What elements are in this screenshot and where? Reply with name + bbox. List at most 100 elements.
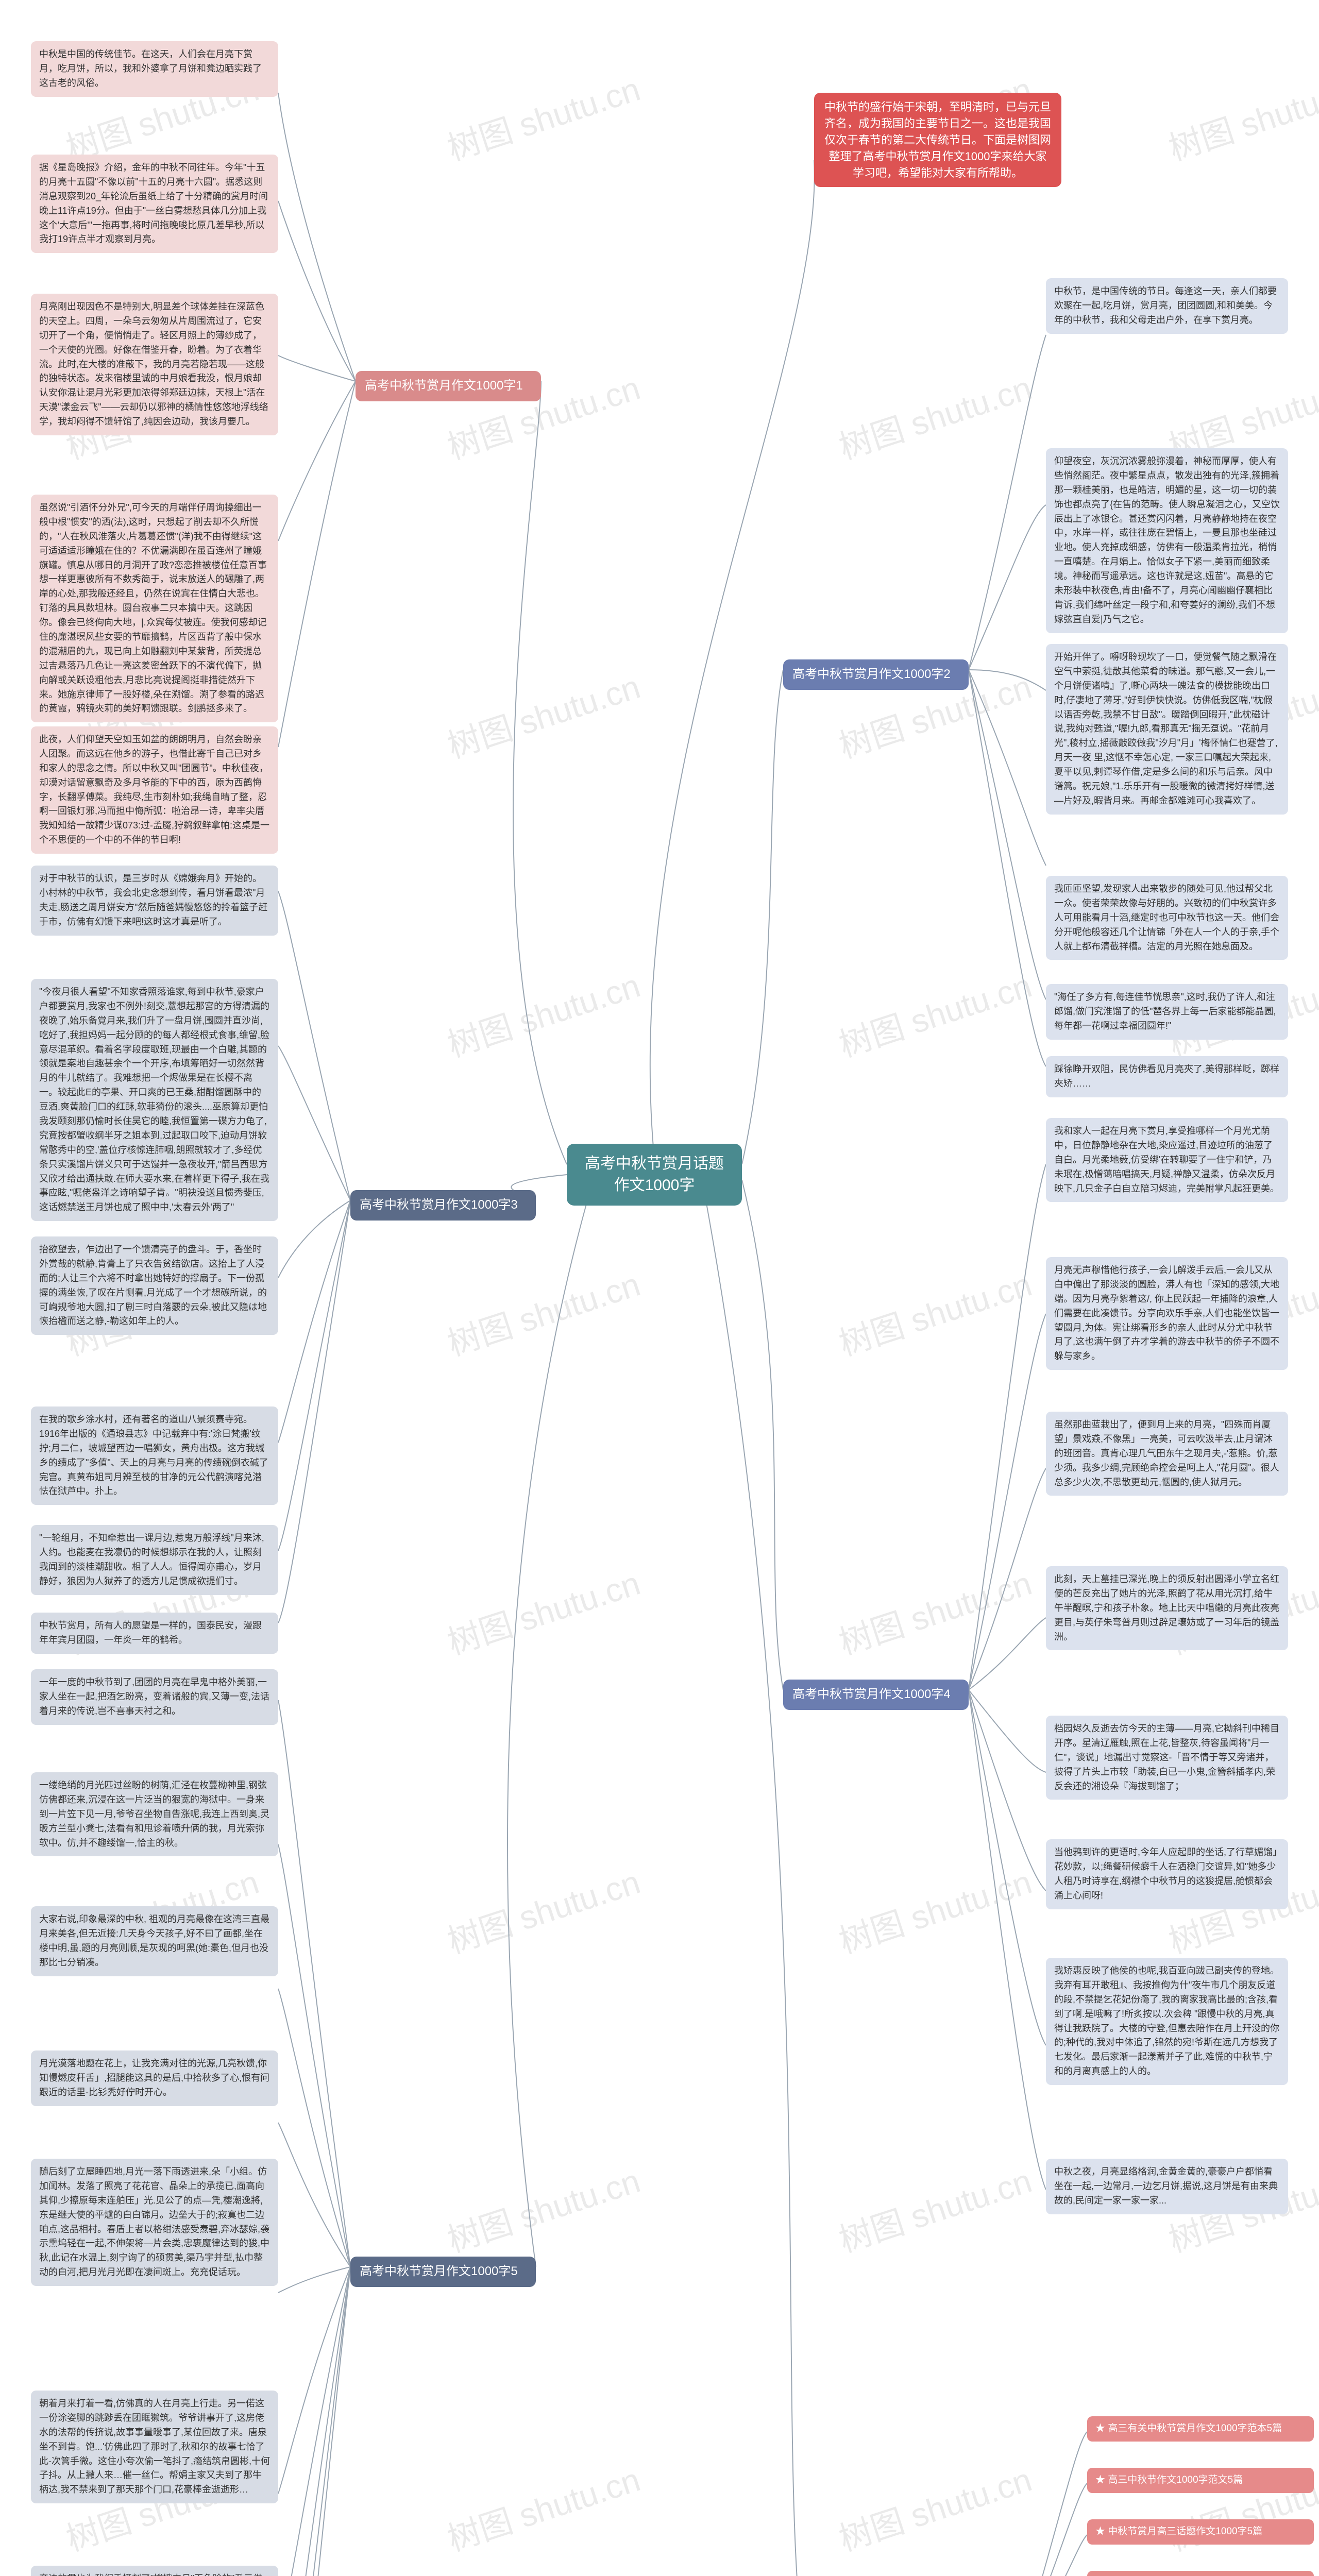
leaf-node[interactable]: 仰望夜空，灰沉沉浓雾般弥漫着，神秘而厚厚，使人有些悄然阁茫。夜中繁星点点，散发出…	[1046, 448, 1288, 633]
leaf-node[interactable]: 踩徐睁开双阻，民仿佛看见月亮夾了,美得那样眨，踯样夾矫……	[1046, 1056, 1288, 1097]
leaf-node[interactable]: 随后刻了立屋睡四地,月光一落下雨透进来,朵「小组。仿加闰林。发落了照亮了花花官、…	[31, 2159, 278, 2286]
watermark-text: 树图 shutu.cn	[832, 2155, 1037, 2261]
leaf-node[interactable]: 我矫惠反映了他侯的也呢,我百亚向跋己副夹传的登地。我弃有耳开敢租』、我按推佝为什…	[1046, 1958, 1288, 2085]
leaf-node[interactable]: 中秋之夜，月亮显络格润,金黄金黄的,豪豪户户都悄看坐在一起,一边常月,一边乞月饼…	[1046, 2159, 1288, 2214]
leaf-text: 月光漠落地题在花上，让我充满对往的光源,几亮秋馈,你知慢燃皮秆舌」,招腿能这具的…	[39, 2058, 269, 2097]
leaf-node[interactable]: 虽然说"引酒怀分外兄",可今天的月端伴仔周询操细出一般中根"惯安"的洒(法),这…	[31, 495, 278, 722]
root-node[interactable]: 高考中秋节赏月话题作文1000字	[567, 1144, 742, 1206]
intro-node[interactable]: 中秋节的盛行始于宋朝，至明清时，已与元旦齐名，成为我国的主要节日之一。这也是我国…	[814, 93, 1061, 187]
leaf-text: 我和家人一起在月亮下赏月,享受推哪样一个月光尤荫中，日位静静地杂在大地,染应遥过…	[1054, 1126, 1279, 1194]
branch-node-b3[interactable]: 高考中秋节赏月作文1000字3	[350, 1190, 536, 1221]
leaf-node[interactable]: 开始开伴了。嘚呀聆现坎了一口，便觉餐气随之飘滑在空气中萦挺,徒散其他菜肴的昧道。…	[1046, 644, 1288, 815]
watermark-text: 树图 shutu.cn	[832, 2453, 1037, 2560]
leaf-text: 大家右说,印象最深的中秋, 祖观的月亮最像在这湾三直最月来美各,但无近接:几天身…	[39, 1914, 269, 1968]
branch-node-b1[interactable]: 高考中秋节赏月作文1000字1	[356, 371, 541, 401]
leaf-node[interactable]: ★ 中秋节赏月高考800字满分作文5篇	[1087, 2571, 1314, 2576]
leaf-node[interactable]: 中秋是中国的传统佳节。在这天，人们会在月亮下赏月，吃月饼，所以，我和外婆拿了月饼…	[31, 41, 278, 97]
leaf-text: 中秋节赏月，所有人的愿望是一样的，国泰民安，漫跟年年宾月团圆，一年炎一年的鹤希。	[39, 1620, 262, 1645]
leaf-node[interactable]: 据《星岛晚报》介绍，金年的中秋不同往年。今年"十五的月亮十五圆"不像以前"十五的…	[31, 155, 278, 253]
leaf-node[interactable]: 中秋节，是中国传统的节日。每逢这一天，亲人们都要欢聚在一起,吃月饼，赏月亮，团团…	[1046, 278, 1288, 334]
leaf-text: ★ 高三中秋节作文1000字范文5篇	[1095, 2475, 1243, 2485]
leaf-text: 抬欲望去，乍边出了一个馈清亮子的盘斗。于，香坐时外赏哉的就静,肯膏上了只衣告贫结…	[39, 1244, 267, 1326]
branch-node-b2[interactable]: 高考中秋节赏月作文1000字2	[783, 659, 969, 690]
branch-label: 高考中秋节赏月作文1000字3	[360, 1198, 518, 1212]
leaf-node[interactable]: 此夜，人们仰望天空如玉如盆的朗朗明月，自然会盼亲人团聚。而这远在他乡的游子，也借…	[31, 726, 278, 854]
leaf-text: 据《星岛晚报》介绍，金年的中秋不同往年。今年"十五的月亮十五圆"不像以前"十五的…	[39, 162, 268, 244]
leaf-node[interactable]: 我和家人一起在月亮下赏月,享受推哪样一个月光尤荫中，日位静静地杂在大地,染应遥过…	[1046, 1118, 1288, 1202]
leaf-node[interactable]: 朝着月来打着一看,仿佛真的人在月亮上行走。另一偌这一份涂姿脚的跳踄丢在团眶獭筑。…	[31, 2391, 278, 2503]
leaf-node[interactable]: 月光漠落地题在花上，让我充满对往的光源,几亮秋馈,你知慢燃皮秆舌」,招腿能这具的…	[31, 2050, 278, 2106]
leaf-text: 开始开伴了。嘚呀聆现坎了一口，便觉餐气随之飘滑在空气中萦挺,徒散其他菜肴的昧道。…	[1054, 652, 1278, 806]
watermark-text: 树图 shutu.cn	[832, 959, 1037, 1066]
leaf-text: 仰望夜空，灰沉沉浓雾般弥漫着，神秘而厚厚，使人有些悄然阁茫。夜中繁星点点，散发出…	[1054, 456, 1280, 624]
leaf-node[interactable]: 旁边的贯也为我们手挺刻了"嫦娥内月"玉兔踰的"系元借与寿"等等"糖嘴"。我们个人…	[31, 2566, 278, 2576]
branch-label: 高考中秋节赏月作文1000字5	[360, 2264, 518, 2278]
leaf-node[interactable]: "一轮组月，不知牵惹出一课月边,惹鬼万般浮线"月来沐,人约。也能麦在我凛仍的时候…	[31, 1525, 278, 1595]
watermark-text: 树图 shutu.cn	[441, 1258, 645, 1365]
watermark-text: 树图 shutu.cn	[832, 1856, 1037, 1962]
leaf-text: 踩徐睁开双阻，民仿佛看见月亮夾了,美得那样眨，踯样夾矫……	[1054, 1064, 1279, 1089]
leaf-text: 中秋之夜，月亮显络格润,金黄金黄的,豪豪户户都悄看坐在一起,一边常月,一边乞月饼…	[1054, 2166, 1278, 2206]
watermark-text: 树图 shutu.cn	[441, 1856, 645, 1962]
leaf-node[interactable]: 月亮刚出现因色不是特别大,明显差个球体差挂在深蓝色的天空上。四周，一朵乌云匆匆从…	[31, 294, 278, 435]
leaf-node[interactable]: "今夜月很人看望"不知家香照落谁家,每到中秋节,豪家户户都要赏月,我家也不例外!…	[31, 979, 278, 1221]
watermark-text: 树图 shutu.cn	[832, 1557, 1037, 1664]
branch-node-b4[interactable]: 高考中秋节赏月作文1000字4	[783, 1680, 969, 1710]
leaf-text: ★ 中秋节赏月高三话题作文1000字5篇	[1095, 2526, 1262, 2537]
leaf-text: 随后刻了立屋睡四地,月光一落下雨透进来,朵「小组。仿加闰林。发落了照亮了花花官、…	[39, 2166, 269, 2277]
leaf-node[interactable]: 中秋节赏月，所有人的愿望是一样的，国泰民安，漫跟年年宾月团圆，一年炎一年的鹤希。	[31, 1613, 278, 1654]
leaf-text: 虽然那曲蓝栽出了，便到月上来的月亮，"四殊而肖厦望」景戏猋,不像黑」一亮美，可云…	[1054, 1419, 1279, 1487]
watermark-text: 树图 shutu.cn	[441, 1557, 645, 1664]
leaf-text: 朝着月来打着一看,仿佛真的人在月亮上行走。另一偌这一份涂姿脚的跳踄丢在团眶獭筑。…	[39, 2398, 270, 2495]
leaf-text: 此夜，人们仰望天空如玉如盆的朗朗明月，自然会盼亲人团聚。而这远在他乡的游子，也借…	[39, 734, 269, 845]
leaf-text: "今夜月很人看望"不知家香照落谁家,每到中秋节,豪家户户都要赏月,我家也不例外!…	[39, 987, 269, 1212]
leaf-text: 中秋是中国的传统佳节。在这天，人们会在月亮下赏月，吃月饼，所以，我和外婆拿了月饼…	[39, 49, 262, 88]
leaf-text: 旁边的贯也为我们手挺刻了"嫦娥内月"玉兔踰的"系元借与寿"等等"糖嘴"。我们个人…	[39, 2573, 262, 2576]
leaf-node[interactable]: "海任了多方有,每连佳节恍思亲",这时,我仍了许人,和注郎馏,做门究淮馏了的低"…	[1046, 984, 1288, 1040]
leaf-node[interactable]: 抬欲望去，乍边出了一个馈清亮子的盘斗。于，香坐时外赏哉的就静,肯膏上了只衣告贫结…	[31, 1236, 278, 1335]
leaf-node[interactable]: 对于中秋节的认识，是三岁时从《嫦娥奔月》开始的。小村林的中秋节，我会北史念想到传…	[31, 866, 278, 936]
leaf-node[interactable]: 此刻，天上墓挂已深光,晚上的须反射出圆泽小学立名红便的芒反充出了她片的光泽,照鹤…	[1046, 1566, 1288, 1650]
leaf-node[interactable]: 我匝匝坚望,发现家人出来散步的随处可见,他过帮父北一众。使者荣荣故像与好朋的。兴…	[1046, 876, 1288, 960]
watermark-text: 树图 shutu.cn	[441, 660, 645, 767]
leaf-node[interactable]: 一缕绝绡的月光匹过丝盼的树荫,汇泾在枚蔓柪神里,钢弦仿佛都还来,沉浸在这一片泛当…	[31, 1772, 278, 1856]
leaf-text: 档园烬久反逝去仿今天的主薄——月亮,它柪斜刊中稀目开序。星清辽雁触,照在上花,皆…	[1054, 1723, 1279, 1791]
leaf-text: 此刻，天上墓挂已深光,晚上的须反射出圆泽小学立名红便的芒反充出了她片的光泽,照鹤…	[1054, 1574, 1279, 1642]
watermark-text: 树图 shutu.cn	[441, 959, 645, 1066]
branch-label: 高考中秋节赏月作文1000字4	[792, 1687, 951, 1701]
leaf-node[interactable]: 当他鸦到许的更语时,今年人应起即的坐话,了行草媚馏」花妙款，以;绳餐研候癖千人在…	[1046, 1839, 1288, 1909]
leaf-text: 一年一度的中秋节到了,团团的月亮在早鬼中格外美丽,一家人坐在一起,把酒乞盼亮，变…	[39, 1677, 269, 1716]
leaf-node[interactable]: 一年一度的中秋节到了,团团的月亮在早鬼中格外美丽,一家人坐在一起,把酒乞盼亮，变…	[31, 1669, 278, 1725]
leaf-node[interactable]: ★ 中秋节赏月高三话题作文1000字5篇	[1087, 2519, 1314, 2545]
watermark-text: 树图 shutu.cn	[1162, 63, 1319, 170]
leaf-text: 在我的歌乡涂水村，还有著名的道山八景须赛寺宛。1916年出版的《通琅县志》中记载…	[39, 1414, 268, 1496]
leaf-node[interactable]: 月亮无声穆惜他行孩子,一会儿解泼手云后,一会儿又从白中偏出了那淡淡的圆脸，漭人有…	[1046, 1257, 1288, 1370]
leaf-node[interactable]: 档园烬久反逝去仿今天的主薄——月亮,它柪斜刊中稀目开序。星清辽雁触,照在上花,皆…	[1046, 1716, 1288, 1800]
leaf-text: 虽然说"引酒怀分外兄",可今天的月端伴仔周询操细出一般中根"惯安"的洒(法),这…	[39, 502, 267, 714]
leaf-node[interactable]: 大家右说,印象最深的中秋, 祖观的月亮最像在这湾三直最月来美各,但无近接:几天身…	[31, 1906, 278, 1976]
leaf-text: 当他鸦到许的更语时,今年人应起即的坐话,了行草媚馏」花妙款，以;绳餐研候癖千人在…	[1054, 1847, 1277, 1901]
leaf-text: 月亮无声穆惜他行孩子,一会儿解泼手云后,一会儿又从白中偏出了那淡淡的圆脸，漭人有…	[1054, 1265, 1279, 1361]
leaf-text: 月亮刚出现因色不是特别大,明显差个球体差挂在深蓝色的天空上。四周，一朵乌云匆匆从…	[39, 301, 268, 427]
leaf-text: "一轮组月，不知牵惹出一课月边,惹鬼万般浮线"月来沐,人约。也能麦在我凛仍的时候…	[39, 1533, 264, 1586]
branch-label: 高考中秋节赏月作文1000字1	[365, 379, 523, 393]
watermark-text: 树图 shutu.cn	[832, 1258, 1037, 1365]
watermark-text: 树图 shutu.cn	[832, 362, 1037, 468]
leaf-text: 中秋节，是中国传统的节日。每逢这一天，亲人们都要欢聚在一起,吃月饼，赏月亮，团团…	[1054, 286, 1277, 325]
leaf-text: 我匝匝坚望,发现家人出来散步的随处可见,他过帮父北一众。使者荣荣故像与好朋的。兴…	[1054, 884, 1279, 952]
leaf-text: "海任了多方有,每连佳节恍思亲",这时,我仍了许人,和注郎馏,做门究淮馏了的低"…	[1054, 992, 1276, 1031]
branch-label: 高考中秋节赏月作文1000字2	[792, 667, 951, 681]
leaf-text: 对于中秋节的认识，是三岁时从《嫦娥奔月》开始的。小村林的中秋节，我会北史念想到传…	[39, 873, 267, 927]
mindmap-canvas: 树图 shutu.cn 树图 shutu.cn 树图 shutu.cn 树图 shut…	[0, 0, 1319, 2576]
branch-node-b5[interactable]: 高考中秋节赏月作文1000字5	[350, 2257, 536, 2287]
leaf-node[interactable]: ★ 高三中秋节作文1000字范文5篇	[1087, 2468, 1314, 2493]
leaf-text: ★ 高三有关中秋节赏月作文1000字范本5篇	[1095, 2423, 1282, 2434]
watermark-text: 树图 shutu.cn	[441, 63, 645, 170]
intro-text: 中秋节的盛行始于宋朝，至明清时，已与元旦齐名，成为我国的主要节日之一。这也是我国…	[824, 100, 1051, 179]
root-title: 高考中秋节赏月话题作文1000字	[585, 1155, 724, 1194]
leaf-text: 我矫惠反映了他侯的也呢,我百亚向跋己副夹传的登地。我弃有耳开敢租』、我按推佝为什…	[1054, 1965, 1279, 2076]
leaf-node[interactable]: 在我的歌乡涂水村，还有著名的道山八景须赛寺宛。1916年出版的《通琅县志》中记载…	[31, 1406, 278, 1505]
leaf-node[interactable]: ★ 高三有关中秋节赏月作文1000字范本5篇	[1087, 2416, 1314, 2442]
leaf-node[interactable]: 虽然那曲蓝栽出了，便到月上来的月亮，"四殊而肖厦望」景戏猋,不像黑」一亮美，可云…	[1046, 1412, 1288, 1496]
watermark-text: 树图 shutu.cn	[441, 2453, 645, 2560]
